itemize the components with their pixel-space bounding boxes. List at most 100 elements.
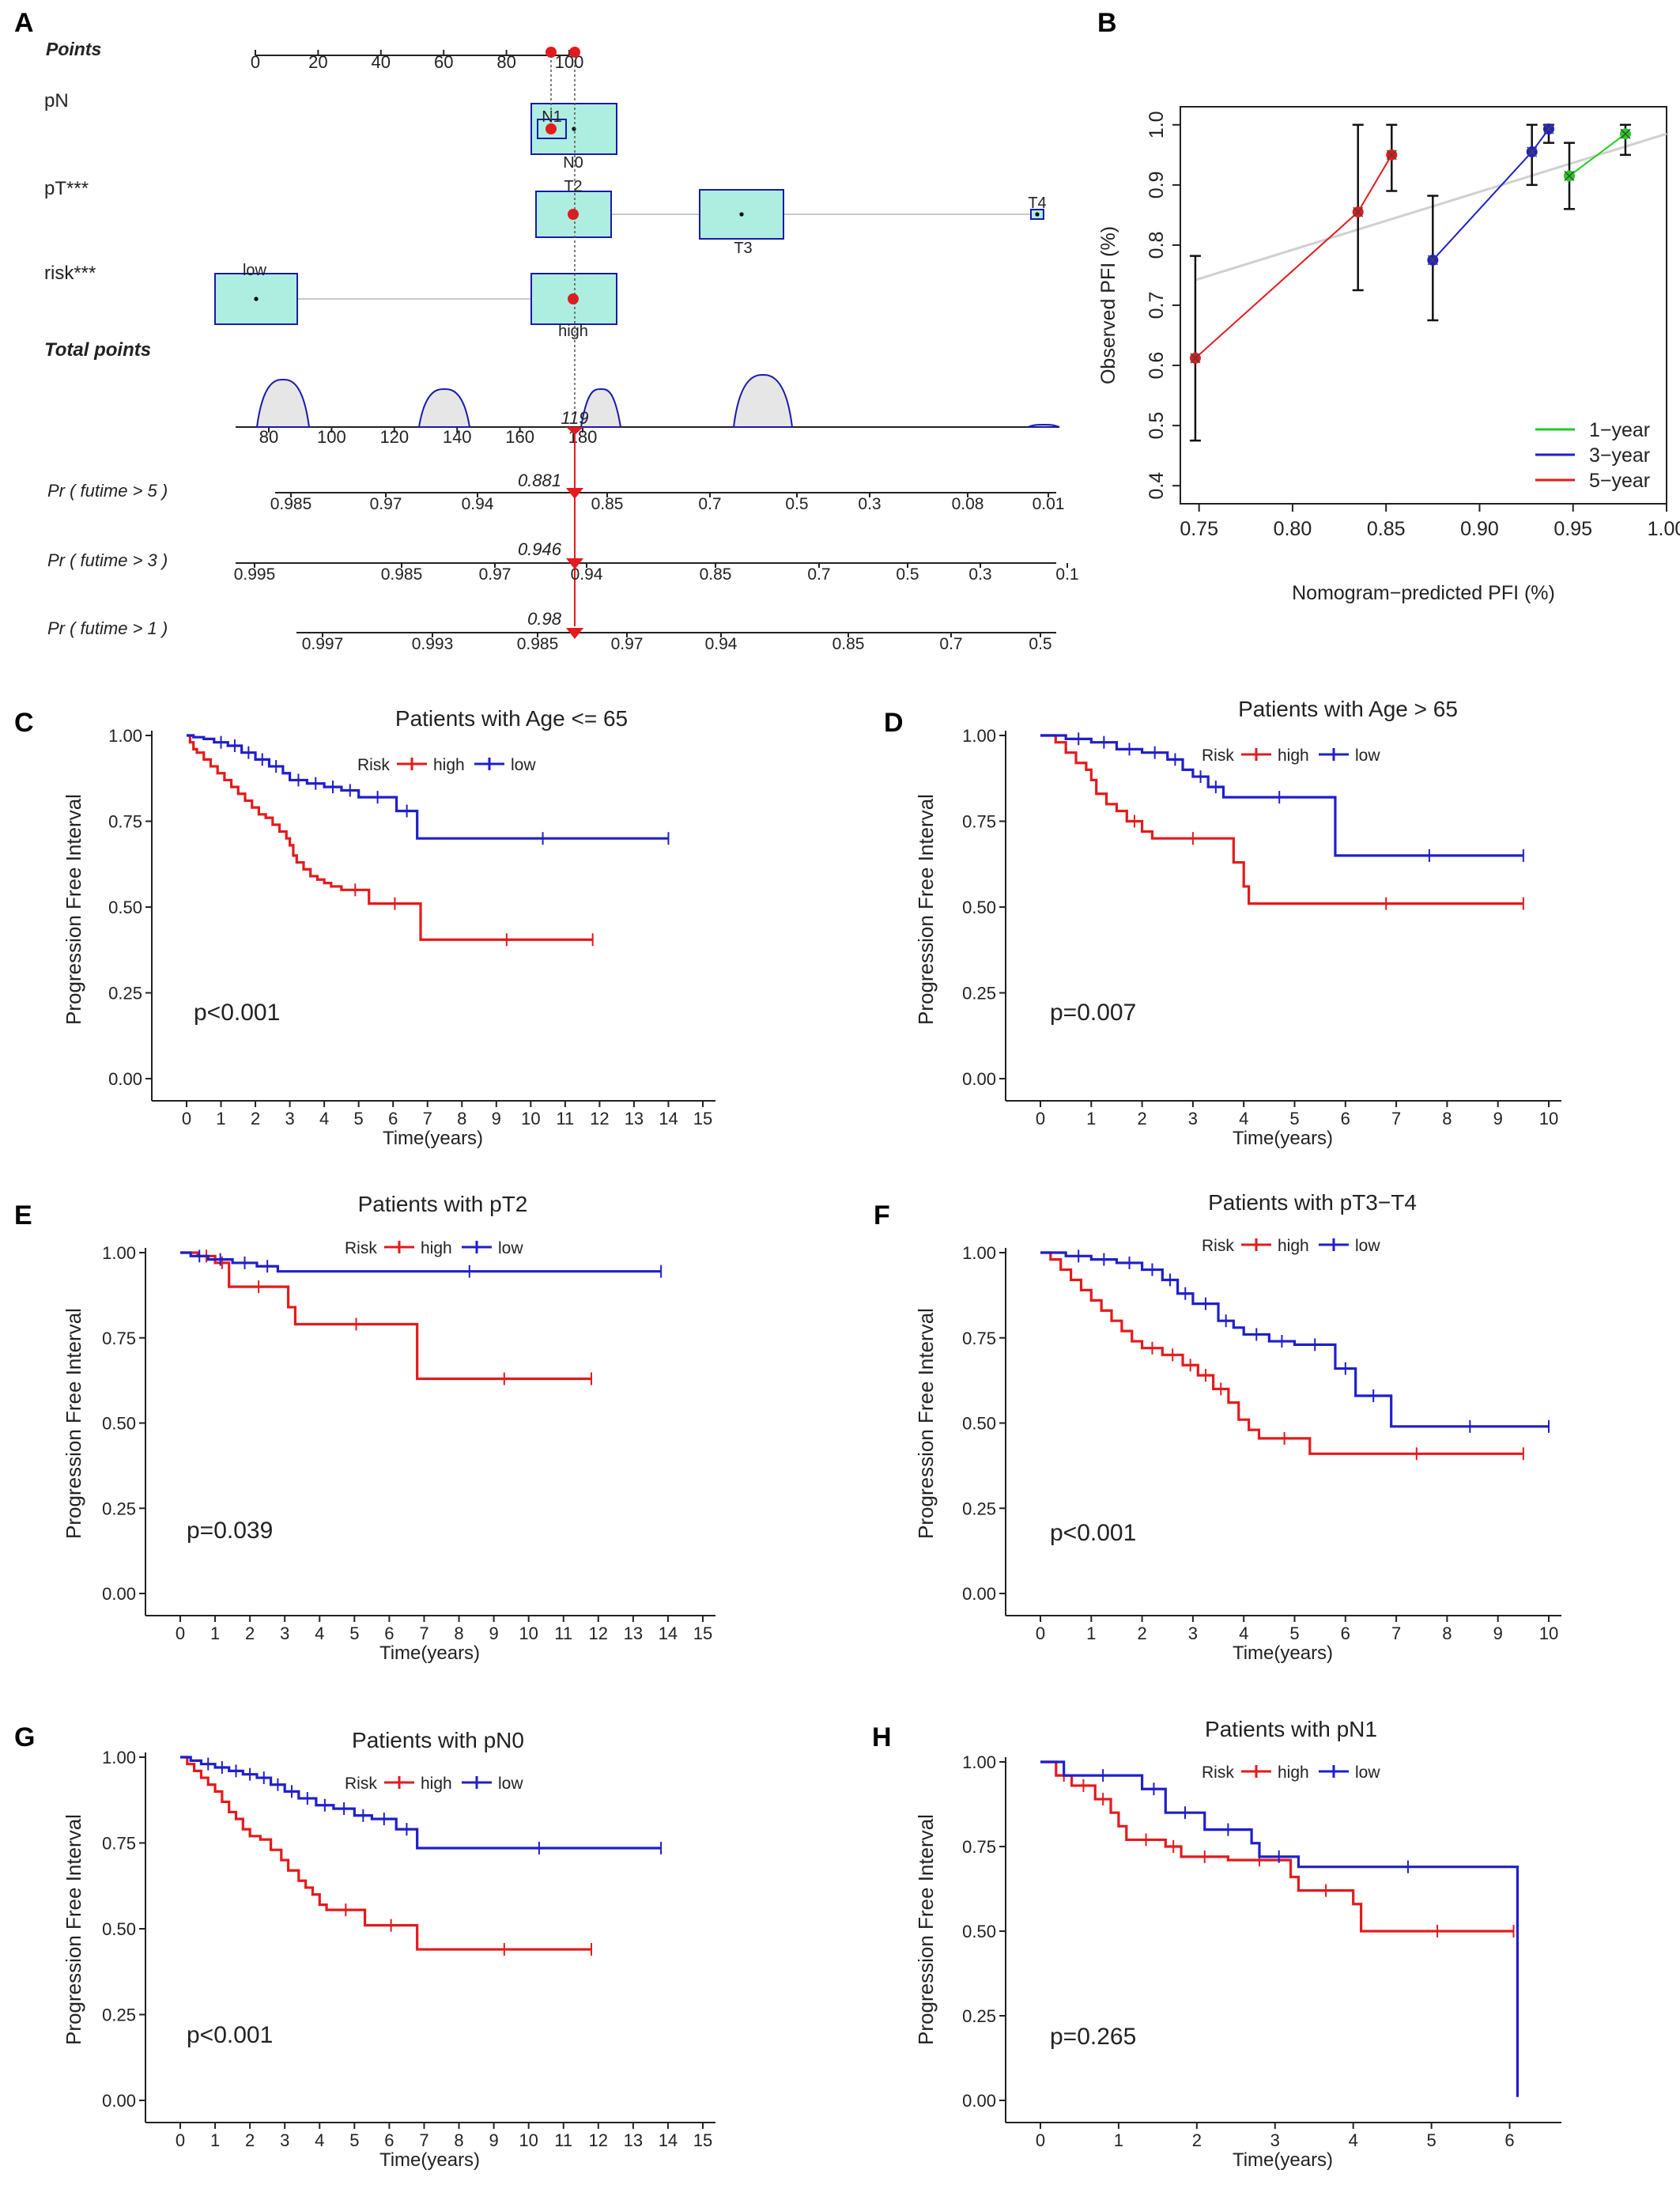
- y-axis-label: Observed PFI (%): [1097, 226, 1119, 384]
- x-tick-label: 6: [388, 1109, 398, 1128]
- legend-title: Risk: [1202, 1763, 1234, 1782]
- probability-tick-label: 0.97: [611, 635, 644, 653]
- probability-tick-label: 0.01: [1033, 495, 1065, 513]
- probability-tick-label: 0.94: [571, 565, 603, 584]
- km-curve-low: [1040, 1760, 1520, 2097]
- points-marker: [546, 47, 557, 58]
- x-tick-label: 3: [285, 1109, 294, 1128]
- x-tick-label: 3: [280, 2130, 289, 2150]
- chart-title: Patients with pN1: [1205, 1717, 1377, 1741]
- legend-label: low: [498, 1775, 523, 1793]
- level-box: [537, 119, 567, 139]
- panel-label-B: B: [1097, 8, 1117, 38]
- density-hump: [1027, 424, 1060, 428]
- x-tick-label: 8: [454, 1624, 463, 1643]
- probability-value: 0.98: [527, 609, 562, 629]
- legend-title: Risk: [1202, 1237, 1234, 1255]
- level-box: [214, 273, 298, 325]
- x-tick-label: 1: [210, 1624, 220, 1643]
- points-tick-label: 40: [372, 52, 391, 72]
- p-value: p=0.265: [1050, 2024, 1136, 2050]
- km-panel-D: 0.00 0.25 0.50 0.75 1.00 0 1 2 3 4 5 6 7 8 9 10 Time(yea…: [914, 697, 1561, 1149]
- x-tick-label: 9: [489, 1624, 498, 1643]
- x-tick-label: 4: [319, 1109, 329, 1128]
- x-tick-label: 0: [1036, 1624, 1045, 1643]
- p-value: p=0.039: [187, 1518, 273, 1544]
- probability-tick-label: 0.985: [270, 495, 312, 513]
- x-tick-label: 4: [1239, 1624, 1248, 1643]
- x-tick-label: 10: [1539, 1109, 1558, 1128]
- total-tick-label: 160: [505, 427, 534, 447]
- probability-tick-label: 0.3: [858, 495, 881, 513]
- y-tick-label: 1.0: [1146, 111, 1168, 138]
- x-tick-label: 0.80: [1274, 518, 1312, 540]
- y-tick-label: 1.00: [102, 1243, 136, 1263]
- y-tick-label: 0.50: [962, 898, 996, 917]
- y-tick-label: 0.75: [102, 1834, 136, 1854]
- y-tick-label: 0.75: [962, 1837, 996, 1857]
- legend-label: high: [433, 756, 465, 774]
- panel-label-D: D: [884, 708, 904, 738]
- x-axis-label: Time(years): [1233, 2149, 1333, 2171]
- legend-label: low: [1355, 1763, 1380, 1782]
- probability-tick-label: 0.1: [1055, 565, 1078, 584]
- level-center: [572, 127, 576, 131]
- probability-marker: [566, 628, 583, 639]
- points-label: Points: [46, 39, 101, 59]
- x-tick-label: 4: [315, 2130, 324, 2150]
- calibration-cross: [1386, 149, 1397, 161]
- x-tick-label: 0.85: [1367, 518, 1406, 540]
- x-tick-label: 10: [521, 1109, 540, 1128]
- x-tick-label: 5: [354, 1109, 364, 1128]
- y-tick-label: 1.00: [102, 1748, 136, 1767]
- level-label: low: [243, 262, 267, 279]
- x-tick-label: 5: [1289, 1624, 1299, 1643]
- y-tick-label: 1.00: [108, 726, 142, 746]
- total-tick-label: 120: [379, 427, 409, 447]
- probability-tick-label: 0.997: [302, 635, 344, 653]
- calibration-line: [1195, 154, 1393, 359]
- x-tick-label: 0.75: [1180, 518, 1218, 540]
- legend-label: high: [421, 1775, 452, 1793]
- p-value: p<0.001: [187, 2022, 273, 2048]
- x-tick-label: 3: [1188, 1109, 1198, 1128]
- calibration-cross: [1564, 170, 1575, 182]
- legend-label: low: [511, 756, 536, 774]
- x-axis-label: Nomogram−predicted PFI (%): [1292, 582, 1555, 604]
- probability-tick-label: 0.985: [517, 635, 559, 653]
- level-label: N0: [563, 154, 583, 172]
- x-tick-label: 13: [625, 1109, 644, 1128]
- x-tick-label: 8: [1442, 1109, 1452, 1128]
- x-tick-label: 11: [556, 1109, 574, 1128]
- legend-title: Risk: [357, 756, 390, 774]
- calibration-line: [1569, 133, 1626, 177]
- x-tick-label: 7: [419, 1624, 428, 1643]
- probability-tick-label: 0.5: [785, 495, 808, 513]
- x-axis-label: Time(years): [1233, 1128, 1333, 1149]
- y-tick-label: 0.25: [962, 984, 996, 1004]
- calibration-cross: [1190, 353, 1201, 364]
- km-panel-H: 0.00 0.25 0.50 0.75 1.00 0 1 2 3 4 5 6 Time(years) Pr…: [914, 1717, 1561, 2171]
- chart-title: Patients with Age <= 65: [395, 706, 628, 731]
- level-label: T3: [734, 240, 752, 257]
- y-tick-label: 0.00: [962, 1069, 996, 1089]
- x-axis-label: Time(years): [379, 2149, 480, 2171]
- probability-marker: [566, 488, 583, 499]
- total-tick-label: 140: [443, 427, 472, 447]
- x-tick-label: 1: [216, 1109, 225, 1128]
- x-tick-label: 5: [1426, 2130, 1436, 2150]
- x-tick-label: 2: [1137, 1624, 1146, 1643]
- x-tick-label: 6: [1341, 1624, 1350, 1643]
- y-axis-label: Progression Free Interval: [62, 1814, 85, 2045]
- probability-tick-label: 0.5: [896, 565, 919, 584]
- variable-label: pT***: [44, 178, 89, 199]
- legend-label: low: [1355, 747, 1380, 765]
- level-center: [739, 212, 744, 217]
- panel-label-C: C: [14, 708, 34, 738]
- variable-label: pN: [44, 90, 69, 112]
- panel-label-F: F: [874, 1200, 890, 1230]
- x-tick-label: 15: [693, 1624, 712, 1643]
- km-curve-low: [187, 734, 669, 840]
- chart-title: Patients with pT3−T4: [1208, 1190, 1417, 1215]
- x-tick-label: 9: [489, 2130, 498, 2150]
